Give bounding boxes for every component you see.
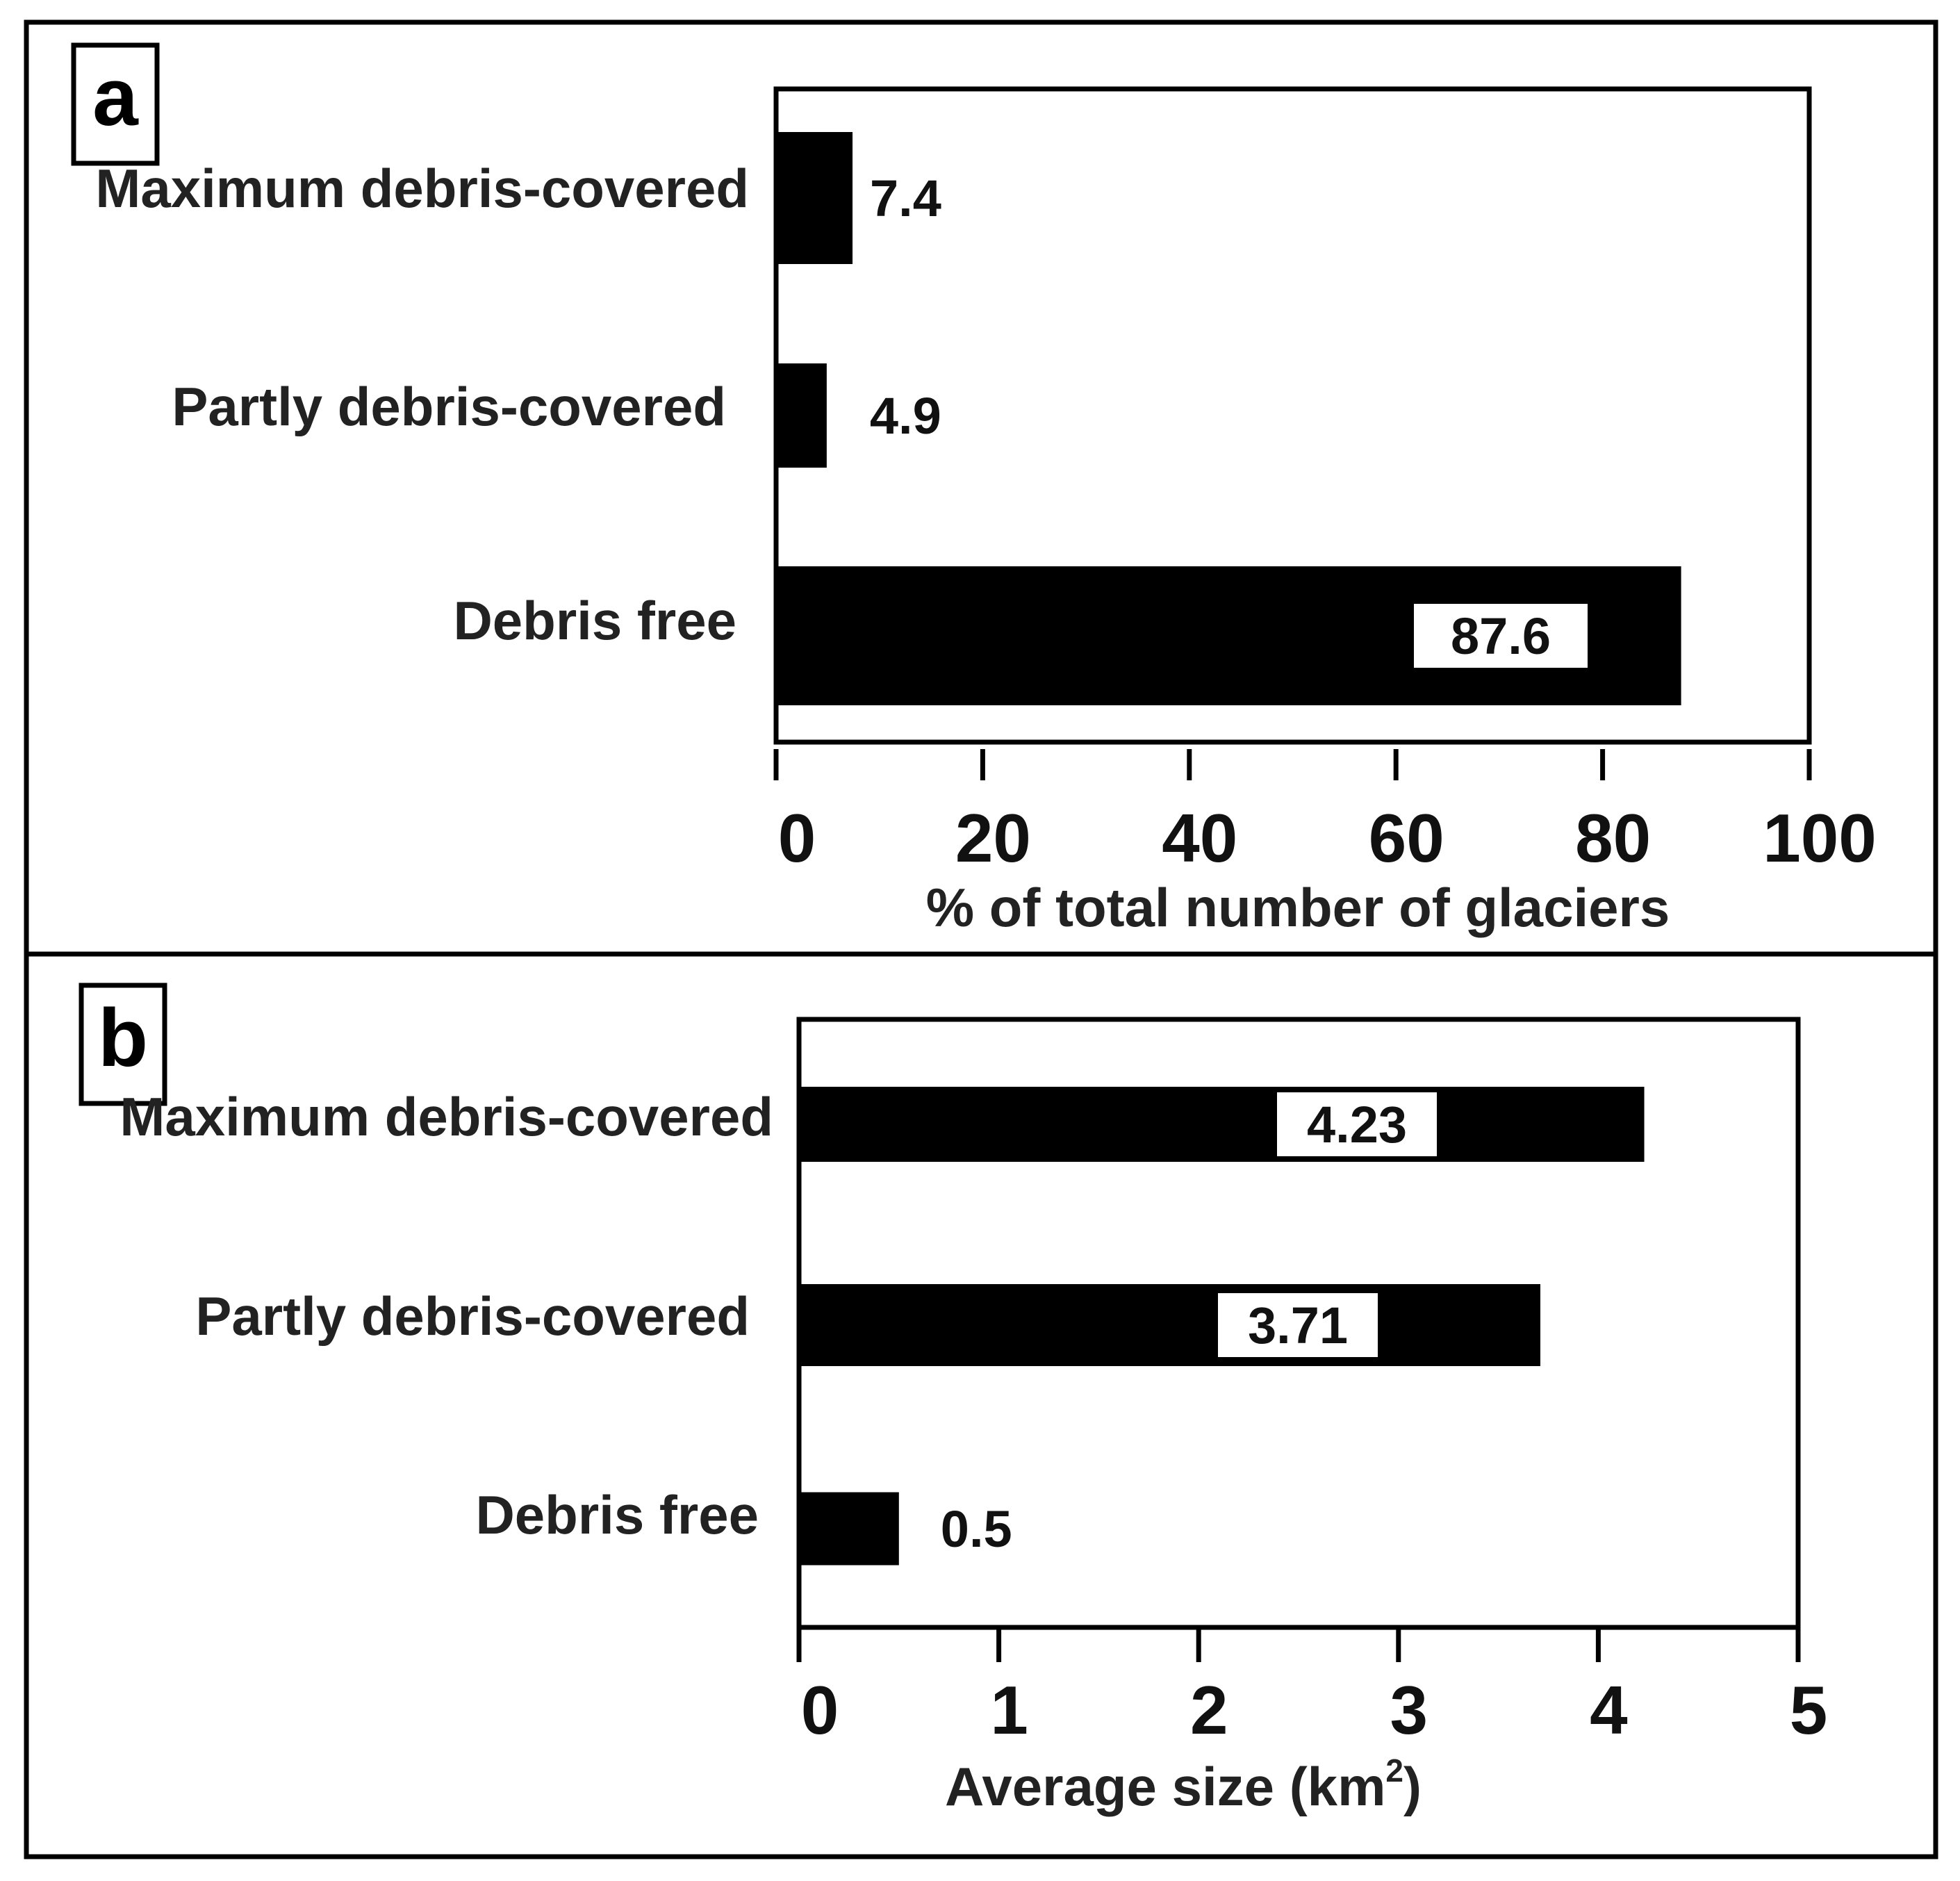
panel-b-x-axis-label: Average size (km2) bbox=[945, 1752, 1422, 1817]
panel-a-data-label: 7.4 bbox=[870, 170, 941, 227]
figure-frame bbox=[24, 19, 1938, 1859]
panel-a-x-tick-label: 100 bbox=[1763, 800, 1877, 876]
panel-a-x-tick-label: 0 bbox=[778, 800, 816, 876]
panel-a-x-axis-label: % of total number of glaciers bbox=[926, 877, 1670, 938]
panel-a-x-tick-label: 60 bbox=[1369, 800, 1444, 876]
panel-a-data-label: 4.9 bbox=[870, 387, 941, 445]
panel-a-data-label: 87.6 bbox=[1451, 607, 1551, 665]
panel-b-data-label: 4.23 bbox=[1307, 1096, 1407, 1153]
panel-b-category-label: Debris free bbox=[475, 1484, 759, 1545]
panel-b-x-tick-label: 5 bbox=[1790, 1672, 1828, 1748]
panel-b-data-label-box bbox=[1218, 1293, 1378, 1357]
panel-b-x-tick-label: 3 bbox=[1390, 1672, 1428, 1748]
panel-b-data-label: 0.5 bbox=[941, 1500, 1012, 1558]
panel-b-data-label-box bbox=[1277, 1092, 1437, 1156]
panel-b-bar bbox=[799, 1087, 1645, 1162]
panel-a-category-label: Maximum debris-covered bbox=[95, 158, 749, 219]
panel-a-label: a bbox=[92, 51, 139, 143]
panel-a-label-box bbox=[71, 42, 160, 166]
panel-b-x-axis-label-main: Average size (km bbox=[945, 1756, 1385, 1817]
panel-b: b Maximum debris-covered 4.23 Partly debri… bbox=[79, 983, 1828, 1817]
panel-b-category-label: Partly debris-covered bbox=[195, 1286, 750, 1347]
panel-b-x-tick-label: 0 bbox=[801, 1672, 839, 1748]
panel-a-category-label: Partly debris-covered bbox=[172, 376, 726, 437]
panel-b-x-axis-label-sup: 2 bbox=[1385, 1752, 1403, 1789]
panel-a-x-tick-label: 80 bbox=[1575, 800, 1651, 876]
panel-b-x-axis-label-end: ) bbox=[1403, 1756, 1422, 1817]
panel-a-x-tick-label: 40 bbox=[1162, 800, 1237, 876]
panel-b-label: b bbox=[98, 992, 148, 1084]
panel-b-x-tick-label: 2 bbox=[1190, 1672, 1228, 1748]
panel-b-bar bbox=[799, 1284, 1540, 1366]
panel-b-bar bbox=[799, 1492, 899, 1566]
panel-a-bar bbox=[776, 132, 853, 264]
panel-a-bar bbox=[776, 363, 827, 468]
panel-b-data-label: 3.71 bbox=[1248, 1297, 1348, 1354]
panel-a-x-tick-label: 20 bbox=[955, 800, 1031, 876]
panel-b-x-tick-label: 4 bbox=[1590, 1672, 1628, 1748]
panel-b-label-box bbox=[79, 983, 167, 1106]
panel-a: a Maximum debris-covered 7.4 Partly debris… bbox=[71, 42, 1877, 938]
panel-b-x-tick-label: 1 bbox=[990, 1672, 1028, 1748]
panel-a-data-label-box bbox=[1414, 604, 1588, 668]
panel-a-category-label: Debris free bbox=[453, 590, 736, 651]
panel-b-category-label: Maximum debris-covered bbox=[120, 1086, 773, 1147]
